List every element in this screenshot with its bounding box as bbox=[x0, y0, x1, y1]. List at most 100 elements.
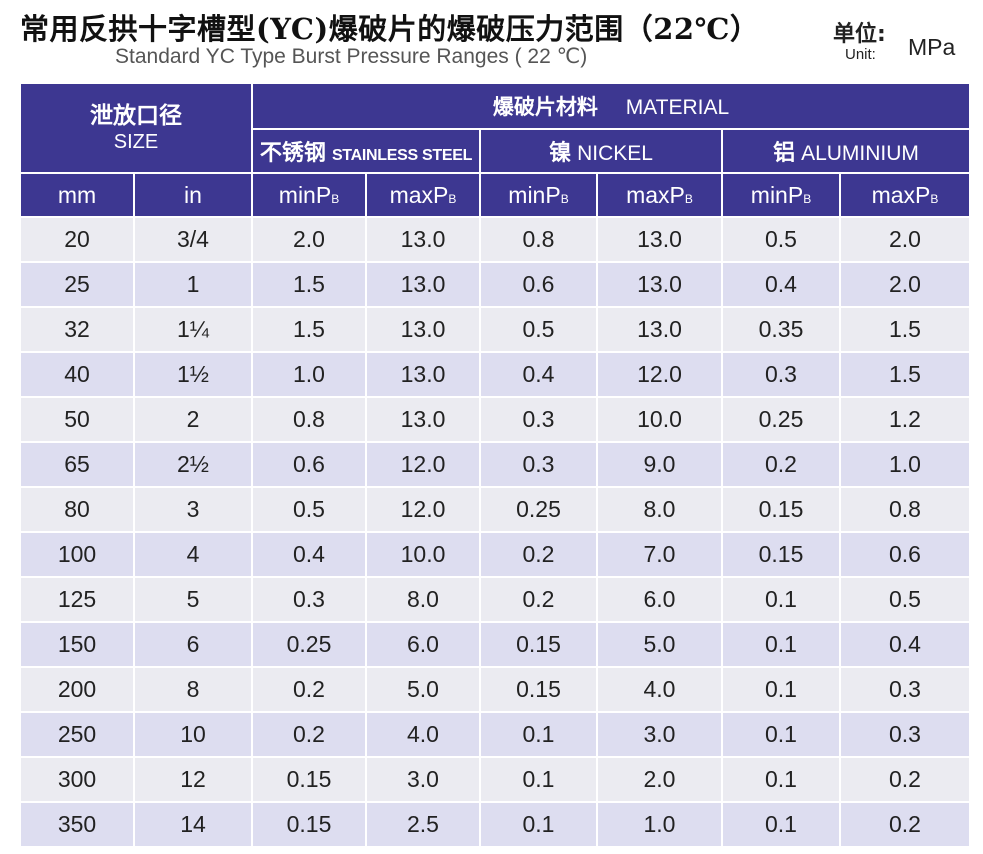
cell-ni-min: 0.5 bbox=[479, 306, 598, 353]
cell-ni-min: 0.25 bbox=[479, 486, 598, 533]
cell-ss-min: 0.25 bbox=[251, 621, 367, 668]
table-row: 50 2 0.8 13.0 0.3 10.0 0.25 1.2 bbox=[19, 396, 971, 443]
cell-ss-max: 13.0 bbox=[365, 261, 481, 308]
cell-mm: 100 bbox=[19, 531, 135, 578]
cell-al-max: 1.2 bbox=[839, 396, 971, 443]
cell-ni-min: 0.1 bbox=[479, 801, 598, 848]
table-row: 65 2½ 0.6 12.0 0.3 9.0 0.2 1.0 bbox=[19, 441, 971, 488]
cell-al-max: 2.0 bbox=[839, 261, 971, 308]
material-header-en: MATERIAL bbox=[625, 96, 730, 119]
column-header-al-min: minPB bbox=[721, 172, 841, 218]
column-header-al-max-base: maxP bbox=[871, 181, 931, 208]
cell-in: 4 bbox=[133, 531, 253, 578]
cell-ss-max: 3.0 bbox=[365, 756, 481, 803]
cell-al-min: 0.1 bbox=[721, 621, 841, 668]
column-header-mm: mm bbox=[19, 172, 135, 218]
cell-in: 3/4 bbox=[133, 216, 253, 263]
cell-al-min: 0.1 bbox=[721, 576, 841, 623]
material-header-cn: 爆破片材料 bbox=[492, 95, 598, 119]
column-header-ni-min-base: minP bbox=[508, 181, 561, 208]
cell-al-min: 0.15 bbox=[721, 531, 841, 578]
cell-mm: 250 bbox=[19, 711, 135, 758]
cell-ni-max: 7.0 bbox=[596, 531, 723, 578]
page-title: 常用反拱十字槽型(YC)爆破片的爆破压力范围（22℃） bbox=[20, 12, 760, 46]
burst-pressure-table: 泄放口径 SIZE 爆破片材料 MATERIAL 不锈钢 STAINLESS ST… bbox=[19, 82, 971, 848]
cell-ni-min: 0.6 bbox=[479, 261, 598, 308]
nickel-en: NICKEL bbox=[577, 142, 653, 165]
cell-ss-min: 0.6 bbox=[251, 441, 367, 488]
cell-al-min: 0.4 bbox=[721, 261, 841, 308]
cell-ss-min: 0.4 bbox=[251, 531, 367, 578]
cell-al-max: 0.2 bbox=[839, 756, 971, 803]
table-row: 250 10 0.2 4.0 0.1 3.0 0.1 0.3 bbox=[19, 711, 971, 758]
column-header-al-min-base: minP bbox=[750, 181, 804, 208]
table-body: 20 3/4 2.0 13.0 0.8 13.0 0.5 2.0 25 1 1.5 13.0 0.6 13… bbox=[19, 216, 971, 848]
unit-label-en: Unit: bbox=[845, 46, 876, 63]
unit-label-cn: 单位: bbox=[833, 22, 886, 47]
cell-ni-min: 0.8 bbox=[479, 216, 598, 263]
table-row: 20 3/4 2.0 13.0 0.8 13.0 0.5 2.0 bbox=[19, 216, 971, 263]
material-aluminium-header: 铝 ALUMINIUM bbox=[721, 128, 971, 174]
cell-ss-min: 2.0 bbox=[251, 216, 367, 263]
cell-ss-max: 6.0 bbox=[365, 621, 481, 668]
column-header-ni-max-base: maxP bbox=[626, 181, 685, 208]
cell-ss-max: 13.0 bbox=[365, 306, 481, 353]
column-header-ss-max-sub: B bbox=[448, 191, 457, 206]
cell-ss-min: 1.5 bbox=[251, 306, 367, 353]
cell-ss-min: 0.15 bbox=[251, 801, 367, 848]
cell-ni-max: 2.0 bbox=[596, 756, 723, 803]
table-row: 150 6 0.25 6.0 0.15 5.0 0.1 0.4 bbox=[19, 621, 971, 668]
cell-mm: 40 bbox=[19, 351, 135, 398]
material-nickel-header: 镍 NICKEL bbox=[479, 128, 723, 174]
cell-mm: 125 bbox=[19, 576, 135, 623]
cell-ss-max: 4.0 bbox=[365, 711, 481, 758]
column-header-ss-max-base: maxP bbox=[389, 181, 449, 208]
table-row: 25 1 1.5 13.0 0.6 13.0 0.4 2.0 bbox=[19, 261, 971, 308]
stainless-steel-cn: 不锈钢 bbox=[259, 141, 326, 166]
cell-mm: 20 bbox=[19, 216, 135, 263]
size-header-en: SIZE bbox=[113, 131, 159, 153]
cell-ni-min: 0.1 bbox=[479, 756, 598, 803]
cell-al-min: 0.15 bbox=[721, 486, 841, 533]
cell-ss-min: 1.0 bbox=[251, 351, 367, 398]
column-header-ni-min: minPB bbox=[479, 172, 598, 218]
cell-al-min: 0.1 bbox=[721, 756, 841, 803]
cell-al-max: 0.4 bbox=[839, 621, 971, 668]
cell-in: 14 bbox=[133, 801, 253, 848]
cell-ss-max: 13.0 bbox=[365, 351, 481, 398]
cell-al-max: 0.2 bbox=[839, 801, 971, 848]
unit-value: MPa bbox=[908, 34, 956, 60]
column-header-ss-min: minPB bbox=[251, 172, 367, 218]
cell-ss-max: 12.0 bbox=[365, 486, 481, 533]
cell-ss-min: 0.2 bbox=[251, 666, 367, 713]
cell-al-min: 0.25 bbox=[721, 396, 841, 443]
table-row: 40 1½ 1.0 13.0 0.4 12.0 0.3 1.5 bbox=[19, 351, 971, 398]
table-row: 80 3 0.5 12.0 0.25 8.0 0.15 0.8 bbox=[19, 486, 971, 533]
cell-ni-min: 0.3 bbox=[479, 441, 598, 488]
cell-al-min: 0.1 bbox=[721, 801, 841, 848]
cell-ni-max: 6.0 bbox=[596, 576, 723, 623]
column-header-al-max-sub: B bbox=[930, 191, 939, 206]
table-row: 200 8 0.2 5.0 0.15 4.0 0.1 0.3 bbox=[19, 666, 971, 713]
cell-ss-max: 12.0 bbox=[365, 441, 481, 488]
cell-al-max: 0.8 bbox=[839, 486, 971, 533]
page-subtitle: Standard YC Type Burst Pressure Ranges (… bbox=[115, 45, 588, 68]
cell-al-min: 0.35 bbox=[721, 306, 841, 353]
cell-al-min: 0.5 bbox=[721, 216, 841, 263]
column-header-ss-max: maxPB bbox=[365, 172, 481, 218]
cell-in: 2½ bbox=[133, 441, 253, 488]
nickel-cn: 镍 bbox=[549, 141, 572, 166]
size-header: 泄放口径 SIZE bbox=[19, 82, 253, 174]
table-row: 350 14 0.15 2.5 0.1 1.0 0.1 0.2 bbox=[19, 801, 971, 848]
cell-in: 10 bbox=[133, 711, 253, 758]
cell-mm: 350 bbox=[19, 801, 135, 848]
cell-ss-max: 13.0 bbox=[365, 216, 481, 263]
cell-ni-max: 5.0 bbox=[596, 621, 723, 668]
cell-ni-min: 0.15 bbox=[479, 621, 598, 668]
cell-ni-min: 0.2 bbox=[479, 531, 598, 578]
material-stainless-steel-header: 不锈钢 STAINLESS STEEL bbox=[251, 128, 481, 174]
cell-al-min: 0.3 bbox=[721, 351, 841, 398]
cell-ss-min: 0.3 bbox=[251, 576, 367, 623]
cell-ni-max: 3.0 bbox=[596, 711, 723, 758]
cell-in: 3 bbox=[133, 486, 253, 533]
